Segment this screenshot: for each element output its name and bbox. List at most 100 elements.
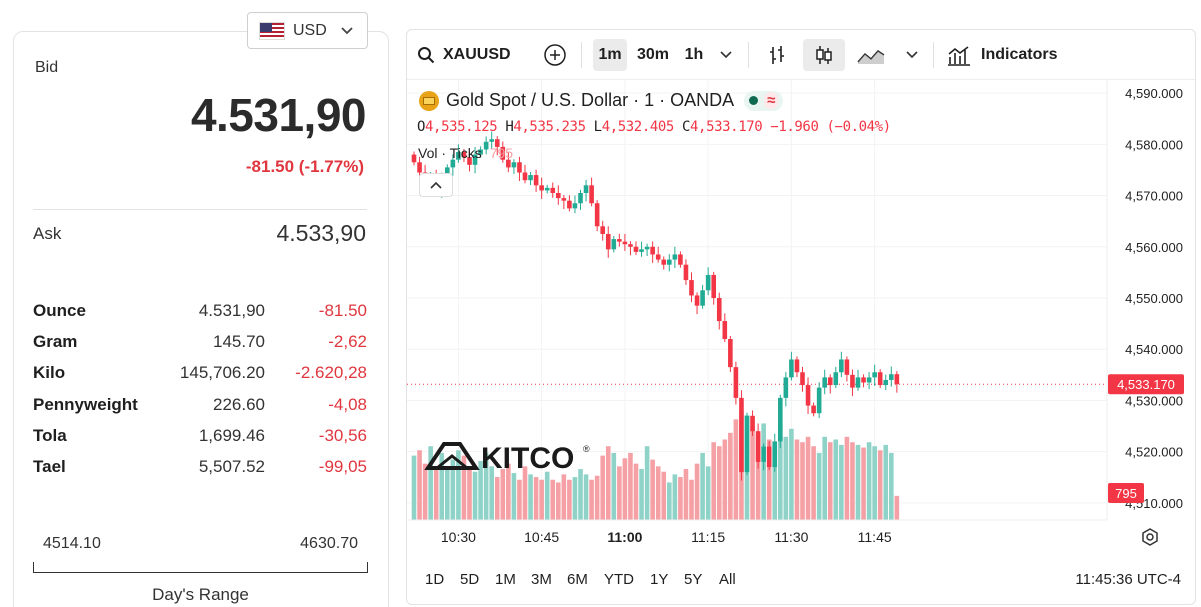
candle-body — [483, 141, 489, 150]
chevron-up-icon — [430, 181, 442, 189]
volume-bar — [866, 442, 872, 520]
volume-bar — [483, 452, 489, 520]
price-chart[interactable]: 4,590.000 4,580.000 4,570.000 4,560.000 4,55… — [407, 30, 1196, 605]
y-tick-label: 4,520.000 — [1125, 445, 1183, 460]
market-status-badge[interactable]: ≈ — [744, 90, 784, 111]
unit-price: 5,507.52 — [198, 456, 265, 476]
candle-body — [600, 226, 605, 234]
interval-30m-button[interactable]: 30m — [636, 46, 670, 63]
volume-bar — [628, 452, 633, 520]
range-1y-button[interactable]: 1Y — [650, 571, 669, 588]
candle-body — [578, 193, 583, 204]
unit-name: Tola — [33, 425, 67, 445]
chart-legend-title-row: Gold Spot / U.S. Dollar · 1 · OANDA ≈ — [419, 90, 784, 111]
range-1d-button[interactable]: 1D — [425, 571, 445, 588]
candle-body — [783, 377, 789, 398]
candle-body — [883, 379, 889, 386]
candle-body — [661, 259, 667, 265]
candle-body — [589, 185, 594, 204]
range-6m-button[interactable]: 6M — [567, 571, 588, 588]
volume-bar — [789, 428, 794, 520]
candle-body — [778, 397, 783, 442]
area-chart-type-button[interactable] — [853, 39, 889, 71]
chart-settings-icon[interactable] — [1142, 528, 1158, 546]
candle-body — [633, 246, 639, 252]
volume-bar — [716, 446, 722, 520]
volume-bar — [883, 444, 889, 520]
candle-body — [467, 157, 472, 165]
unit-change: -30,56 — [318, 425, 367, 445]
candle-body — [850, 374, 855, 388]
candle-body — [811, 405, 816, 414]
volume-bar — [816, 452, 822, 520]
chart-symbol-title[interactable]: Gold Spot / U.S. Dollar · 1 · OANDA — [446, 90, 735, 110]
candle-body — [594, 203, 600, 227]
candle-body — [789, 359, 794, 378]
range-1m-button[interactable]: 1M — [495, 571, 516, 588]
compare-symbol-button[interactable] — [541, 39, 569, 71]
candle-body — [517, 162, 522, 173]
volume-bar — [672, 474, 678, 520]
range-3m-button[interactable]: 3M — [531, 571, 552, 588]
candle-body — [672, 254, 678, 260]
interval-menu-button[interactable] — [715, 39, 737, 71]
add-circle-icon — [544, 44, 566, 66]
candle-body — [800, 372, 805, 386]
indicators-button[interactable]: Indicators — [947, 39, 1065, 71]
candle-body — [750, 415, 755, 432]
interval-1m-button[interactable]: 1m — [593, 39, 627, 71]
range-5d-button[interactable]: 5D — [460, 571, 480, 588]
unit-change: -81.50 — [318, 301, 367, 320]
volume-bar — [844, 436, 850, 520]
volume-readout: Vol · Ticks 795 — [418, 145, 514, 161]
volume-bar — [494, 477, 500, 520]
bar-chart-type-button[interactable] — [761, 39, 793, 71]
candle-chart-type-button[interactable] — [803, 39, 845, 71]
candle-body — [678, 254, 683, 265]
x-tick-label: 11:45 — [858, 529, 892, 545]
kitco-wordmark: KITCO — [481, 442, 574, 475]
collapse-legend-button[interactable] — [419, 173, 453, 197]
volume-bar — [422, 463, 428, 520]
volume-bar — [839, 444, 844, 520]
x-tick-label: 10:45 — [524, 529, 559, 545]
unit-row-pennyweight: Pennyweight 226.60 -4,08 — [33, 395, 369, 426]
gold-bar-icon — [419, 90, 439, 111]
candle-body — [872, 372, 877, 378]
candle-body — [822, 377, 827, 388]
unit-name: Ounce — [33, 301, 86, 320]
unit-price: 145,706.20 — [179, 363, 265, 383]
range-all-button[interactable]: All — [719, 571, 736, 588]
chart-type-menu-button[interactable] — [901, 39, 923, 71]
volume-bar — [583, 474, 589, 520]
indicators-icon — [948, 46, 970, 66]
unit-name: Pennyweight — [33, 394, 138, 414]
delay-icon: ≈ — [764, 92, 779, 109]
candle-body — [833, 372, 839, 386]
volume-bar — [611, 452, 617, 520]
range-5y-button[interactable]: 5Y — [684, 571, 703, 588]
volume-bar — [539, 479, 544, 520]
volume-bar — [633, 463, 639, 520]
y-tick-label: 4,560.000 — [1125, 240, 1183, 255]
candle-body — [450, 159, 456, 168]
volume-bar — [877, 450, 883, 520]
candle-body — [472, 154, 478, 165]
interval-1h-button[interactable]: 1h — [684, 46, 704, 63]
symbol-search-button[interactable]: XAUUSD — [417, 39, 517, 71]
days-range-label: Day's Range — [152, 585, 249, 604]
chart-clock[interactable]: 11:45:36 UTC-4 — [1075, 571, 1181, 588]
svg-text:®: ® — [583, 444, 590, 454]
volume-bar — [644, 446, 650, 520]
currency-select[interactable]: USD — [247, 12, 368, 49]
volume-bar — [528, 474, 533, 520]
candle-body — [644, 246, 650, 250]
unit-price-table: Ounce 4.531,90 -81.50 Gram 145.70 -2,62 … — [33, 301, 369, 488]
range-ytd-button[interactable]: YTD — [604, 571, 634, 588]
volume-bar — [411, 455, 417, 520]
volume-bar — [433, 466, 439, 520]
divider — [33, 209, 367, 210]
unit-name: Kilo — [33, 363, 66, 383]
candle-body — [544, 187, 550, 191]
volume-bar — [850, 442, 855, 520]
